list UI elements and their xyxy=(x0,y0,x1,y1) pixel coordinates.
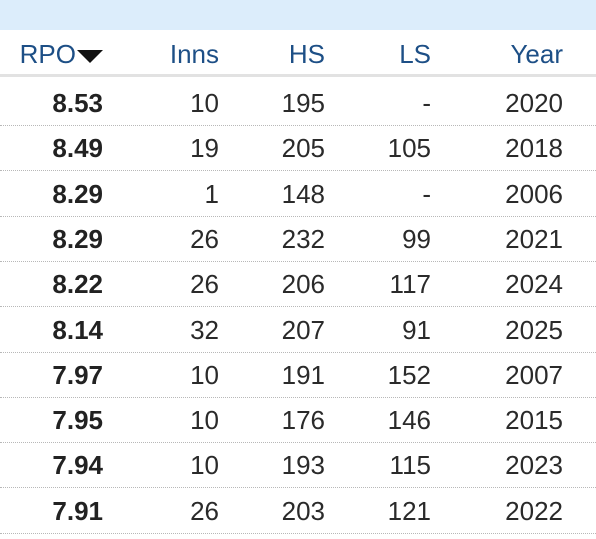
table-cell: 203 xyxy=(281,495,325,526)
table-cell: 152 xyxy=(387,359,431,390)
table-cell: 146 xyxy=(387,405,431,436)
table-cell: 7.95 xyxy=(52,405,103,436)
table-cell: 8.14 xyxy=(52,314,103,345)
table-cell: - xyxy=(422,178,431,209)
table-cell: 2015 xyxy=(505,405,563,436)
table-row: 8.29 1 148 - 2006 xyxy=(0,172,596,217)
table-cell: 206 xyxy=(281,269,325,300)
table-cell: 7.91 xyxy=(52,495,103,526)
table-cell: 8.29 xyxy=(52,223,103,254)
table-cell: 115 xyxy=(389,450,431,481)
sort-arrow[interactable] xyxy=(77,50,103,64)
table-cell: 7.94 xyxy=(52,450,103,481)
table-cell: 8.53 xyxy=(52,88,103,118)
table-row: 7.91 26 203 121 2022 xyxy=(0,489,596,534)
table-cell: 1 xyxy=(204,178,219,209)
table-cell: 105 xyxy=(387,133,431,164)
table-cell: 2021 xyxy=(505,223,563,254)
column-header[interactable]: HS xyxy=(288,39,325,69)
table-cell: 2018 xyxy=(505,133,563,164)
table-cell: 10 xyxy=(190,450,219,481)
table-cell: 2007 xyxy=(505,359,563,390)
table-cell: 8.22 xyxy=(52,269,103,300)
table-cell: - xyxy=(422,88,431,118)
column-header[interactable]: Inns xyxy=(169,39,219,69)
top-band xyxy=(0,0,596,30)
table-row: 7.94 10 193 115 2023 xyxy=(0,443,596,489)
table-cell: 32 xyxy=(190,314,219,345)
table-cell: 2024 xyxy=(505,269,563,300)
table-cell: 2023 xyxy=(505,450,563,481)
table-cell: 10 xyxy=(190,405,219,436)
table-cell: 232 xyxy=(281,223,325,254)
table-cell: 195 xyxy=(281,88,325,118)
table-row: 8.53 10 195 - 2020 xyxy=(0,81,596,126)
table-row: 8.22 26 206 117 2024 xyxy=(0,262,596,308)
table-cell: 8.29 xyxy=(52,178,103,209)
table-cell: 148 xyxy=(281,178,325,209)
table-cell: 8.49 xyxy=(52,133,103,164)
table-cell: 121 xyxy=(387,495,431,526)
table-row: 7.97 10 191 152 2007 xyxy=(0,353,596,398)
table-cell: 2020 xyxy=(505,88,563,118)
table-row: 8.14 32 207 91 2025 xyxy=(0,308,596,353)
table-cell: 7.97 xyxy=(52,359,103,390)
table-row: 8.29 26 232 99 2021 xyxy=(0,217,596,262)
table-cell: 205 xyxy=(281,133,325,164)
table-header: RPO Inns HS LS Year xyxy=(0,30,596,77)
table-cell: 176 xyxy=(281,405,325,436)
table-cell: 26 xyxy=(190,223,219,254)
table-cell: 207 xyxy=(281,314,325,345)
table-cell: 191 xyxy=(281,359,325,390)
table-row: 7.95 10 176 146 2015 xyxy=(0,398,596,444)
table-cell: 117 xyxy=(389,269,431,300)
table-cell: 10 xyxy=(190,359,219,390)
column-header[interactable]: LS xyxy=(399,39,431,69)
table-cell: 2006 xyxy=(505,178,563,209)
table-cell: 19 xyxy=(190,133,219,164)
table-cell: 99 xyxy=(402,223,431,254)
table-cell: 26 xyxy=(190,495,219,526)
table-row: 8.49 19 205 105 2018 xyxy=(0,126,596,172)
table-cell: 10 xyxy=(190,88,219,118)
table-cell: 2022 xyxy=(505,495,563,526)
column-header[interactable]: Year xyxy=(510,39,563,69)
table-cell: 26 xyxy=(190,269,219,300)
table-cell: 193 xyxy=(281,450,325,481)
table-cell: 2025 xyxy=(505,314,563,345)
column-header[interactable]: RPO xyxy=(19,39,76,69)
table-cell: 91 xyxy=(402,314,431,345)
